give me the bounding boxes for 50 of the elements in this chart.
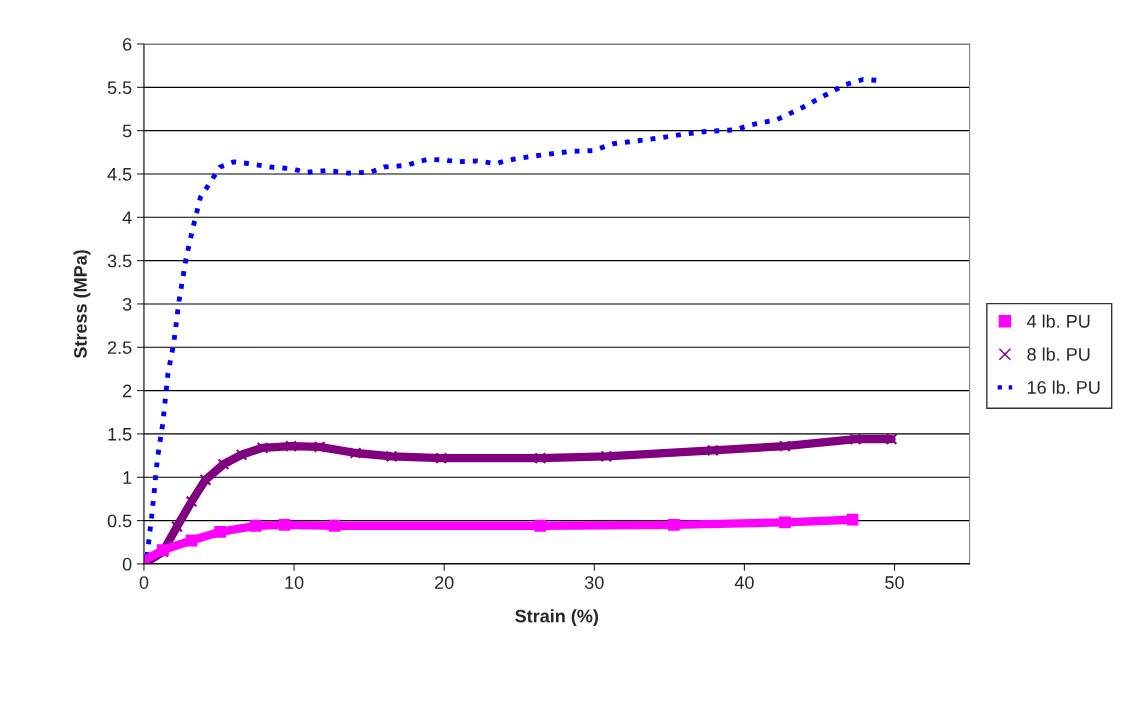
legend-label: 4 lb. PU bbox=[1027, 314, 1090, 328]
y-tick-label: 5.5 bbox=[107, 81, 132, 95]
point bbox=[779, 440, 791, 452]
legend-label: 8 lb. PU bbox=[1027, 347, 1090, 361]
point bbox=[667, 519, 680, 531]
point bbox=[249, 519, 262, 532]
point bbox=[779, 516, 791, 529]
y-tick-label: 0.5 bbox=[107, 514, 132, 528]
point bbox=[435, 452, 448, 465]
point bbox=[217, 458, 230, 471]
x-tick-label: 0 bbox=[139, 576, 149, 589]
y-tick-label: 3.5 bbox=[107, 254, 132, 268]
x-tick-label: 20 bbox=[435, 576, 454, 589]
x-tick-label: 40 bbox=[734, 576, 754, 589]
point bbox=[185, 495, 198, 508]
point bbox=[600, 450, 613, 463]
y-tick-label: 3 bbox=[122, 297, 132, 311]
y-tick-label: 4 bbox=[122, 211, 132, 224]
point bbox=[285, 440, 297, 452]
point bbox=[349, 447, 362, 459]
point bbox=[171, 520, 183, 533]
y-tick-label: 4.5 bbox=[107, 168, 132, 181]
x-tick-label: 50 bbox=[885, 576, 904, 589]
point bbox=[313, 441, 326, 453]
point bbox=[849, 433, 862, 446]
point bbox=[214, 525, 226, 538]
y-tick-label: 0 bbox=[122, 557, 132, 571]
point bbox=[328, 519, 341, 532]
point bbox=[185, 534, 198, 547]
point bbox=[534, 452, 547, 465]
point bbox=[706, 444, 719, 457]
x-tick-label: 30 bbox=[584, 576, 604, 589]
legend-label: 16 lb. PU bbox=[1027, 380, 1100, 394]
y-axis-title: Stress (MPa) bbox=[73, 250, 91, 359]
point bbox=[199, 473, 212, 486]
x-axis-title: Strain (%) bbox=[515, 609, 598, 627]
point bbox=[534, 519, 547, 532]
point bbox=[846, 513, 859, 526]
point bbox=[385, 450, 398, 463]
y-tick-label: 5 bbox=[122, 124, 132, 138]
y-tick-label: 6 bbox=[123, 37, 132, 51]
point bbox=[885, 433, 898, 446]
y-tick-label: 2 bbox=[123, 384, 132, 398]
y-tick-label: 2.5 bbox=[107, 341, 132, 354]
point bbox=[235, 448, 248, 461]
point bbox=[256, 441, 269, 454]
y-tick-label: 1 bbox=[123, 471, 132, 484]
x-tick-label: 10 bbox=[285, 576, 304, 589]
y-tick-label: 1.5 bbox=[108, 428, 132, 441]
point bbox=[278, 519, 291, 531]
